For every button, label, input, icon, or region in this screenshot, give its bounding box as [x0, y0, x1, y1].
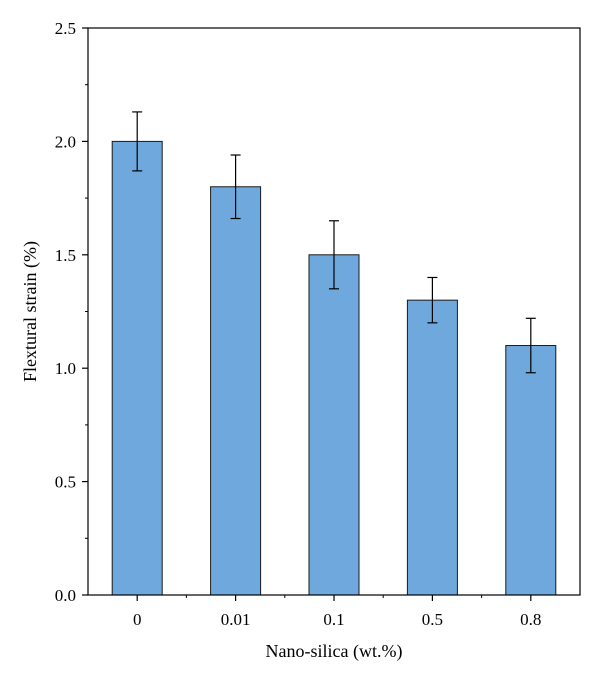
y-tick-label: 0.5 [55, 473, 76, 492]
error-bars-layer [132, 111, 536, 374]
error-bar-0.8 [525, 317, 536, 374]
bar-0.8 [505, 345, 557, 596]
y-tick-label: 1.0 [55, 359, 76, 378]
bar-0.1 [308, 254, 360, 596]
error-bar-0.01 [230, 154, 241, 220]
bars-layer [111, 140, 557, 596]
y-tick-label: 1.5 [55, 246, 76, 265]
error-bar-0 [132, 111, 143, 172]
x-tick-label: 0.8 [520, 610, 541, 629]
error-bar-0.1 [329, 220, 339, 290]
y-tick-label: 0.0 [55, 586, 76, 605]
y-tick-label: 2.0 [55, 132, 76, 151]
y-axis-ticks: 0.0 0.5 1.0 1.5 2.0 2.5 [55, 19, 88, 605]
bar-0.5 [406, 299, 458, 596]
y-tick-label: 2.5 [55, 19, 76, 38]
x-axis-ticks: 0 0.01 0.1 0.5 0.8 [133, 595, 541, 629]
error-bar-0.5 [427, 276, 438, 324]
x-tick-label: 0.01 [221, 610, 251, 629]
x-tick-label: 0 [133, 610, 142, 629]
bar-0 [111, 140, 163, 596]
x-tick-label: 0.5 [422, 610, 443, 629]
x-axis-title: Nano-silica (wt.%) [266, 641, 403, 662]
y-axis-title: Flextural strain (%) [20, 241, 41, 382]
bar-0.01 [210, 186, 262, 596]
x-tick-label: 0.1 [323, 610, 344, 629]
